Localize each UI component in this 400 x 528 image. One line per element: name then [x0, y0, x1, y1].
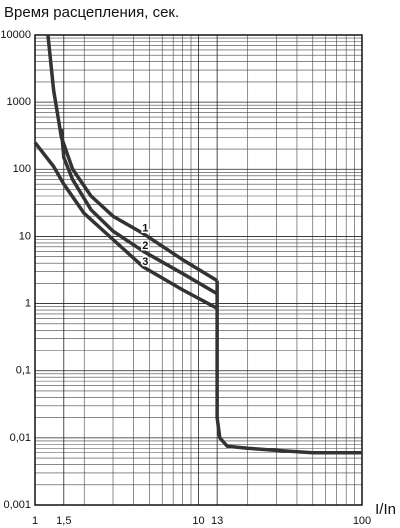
- curve-label: 1: [142, 223, 148, 235]
- x-axis-label: I/In: [375, 501, 396, 518]
- y-tick-label: 10: [19, 230, 31, 242]
- x-tick-label: 10: [192, 515, 204, 527]
- curve: [59, 128, 219, 296]
- curve: [46, 34, 219, 283]
- x-tick-label: 1,5: [56, 515, 71, 527]
- y-tick-label: 0,001: [3, 499, 31, 511]
- y-tick-label: 1: [25, 297, 31, 309]
- x-tick-label: 100: [353, 515, 371, 527]
- y-tick-label: 0,01: [10, 432, 31, 444]
- curve-label: 2: [142, 240, 148, 252]
- y-tick-label: 100: [13, 163, 31, 175]
- curve-label: 3: [142, 256, 148, 268]
- curve: [33, 141, 218, 310]
- x-tick-label: 13: [211, 515, 223, 527]
- x-tick-label: 1: [32, 515, 38, 527]
- y-tick-label: 10000: [0, 29, 31, 41]
- y-tick-label: 1000: [7, 96, 31, 108]
- curve: [215, 280, 362, 455]
- chart-title: Время расцепления, сек.: [4, 4, 179, 21]
- plot-frame: [34, 34, 363, 506]
- y-tick-label: 0,1: [16, 365, 31, 377]
